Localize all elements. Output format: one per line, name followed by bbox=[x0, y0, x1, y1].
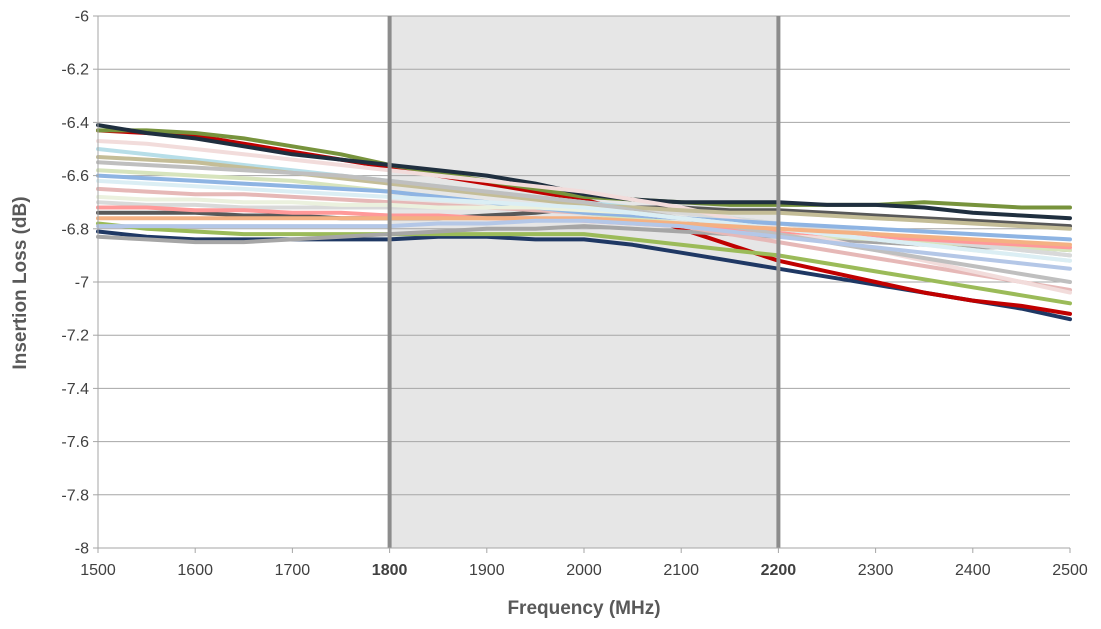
x-tick-label: 2000 bbox=[566, 562, 602, 579]
x-tick-label: 1800 bbox=[372, 562, 408, 579]
series-line bbox=[96, 178, 1072, 263]
y-tick-label: -6 bbox=[75, 9, 89, 26]
x-tick-label: 2200 bbox=[761, 562, 797, 579]
axes bbox=[93, 15, 1071, 553]
x-axis-title: Frequency (MHz) bbox=[507, 598, 660, 619]
x-tick-label: 1600 bbox=[177, 562, 213, 579]
x-tick-label: 2100 bbox=[663, 562, 699, 579]
y-tick-label: -7.8 bbox=[61, 487, 89, 504]
y-tick-label: -6.6 bbox=[61, 168, 89, 185]
x-tick-label: 2500 bbox=[1052, 562, 1088, 579]
y-tick-label: -6.2 bbox=[61, 62, 89, 79]
series-line bbox=[96, 128, 1072, 210]
x-tick-label: 1700 bbox=[275, 562, 311, 579]
x-tick-label: 1900 bbox=[469, 562, 505, 579]
series-line bbox=[96, 128, 1072, 316]
series-line bbox=[96, 173, 1072, 242]
x-tick-label: 1500 bbox=[80, 562, 116, 579]
series-line bbox=[96, 221, 1072, 306]
series-line bbox=[96, 216, 1072, 247]
y-axis-title: Insertion Loss (dB) bbox=[10, 196, 31, 369]
y-tick-label: -7.2 bbox=[61, 328, 89, 345]
series-line bbox=[96, 123, 1072, 221]
series-layer bbox=[96, 123, 1072, 322]
series-line bbox=[96, 160, 1072, 284]
series-line bbox=[96, 218, 1072, 271]
tick-labels: -6 -6.2 -6.4 -6.6 -6.8 -7 -7.2 -7.4 -7.6 -7.8 -8 15… bbox=[61, 9, 1087, 580]
y-tick-label: -6.8 bbox=[61, 221, 89, 238]
x-tick-label: 2300 bbox=[858, 562, 894, 579]
x-tick-label: 2400 bbox=[955, 562, 991, 579]
y-tick-label: -7.6 bbox=[61, 434, 89, 451]
y-tick-label: -7 bbox=[75, 275, 89, 292]
y-tick-label: -6.4 bbox=[61, 115, 89, 132]
y-tick-label: -7.4 bbox=[61, 381, 89, 398]
y-tick-label: -8 bbox=[75, 541, 89, 558]
